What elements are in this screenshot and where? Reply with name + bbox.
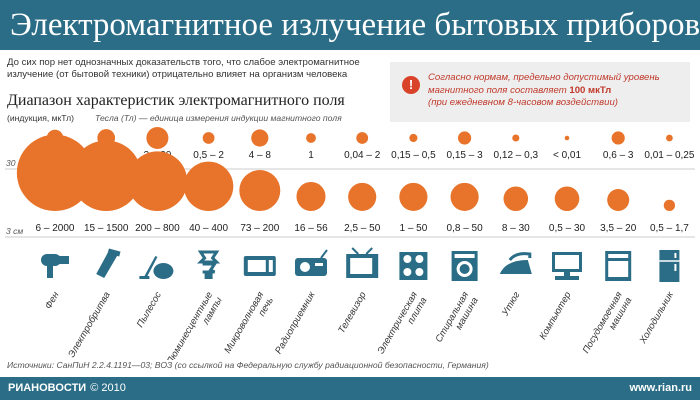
dot-3cm [16, 134, 94, 211]
chart-heading: Диапазон характеристик электромагнитного… [7, 92, 345, 109]
brand-logo: РИАНОВОСТИ © 2010 [8, 377, 126, 400]
computer-icon [552, 252, 582, 280]
dot-3cm [607, 188, 630, 211]
value-label-30cm: < 0,01 [553, 150, 582, 161]
dot-30cm [146, 126, 169, 150]
appliance-label: Телевизор [336, 290, 369, 336]
value-label-30cm: 0,15 – 0,5 [391, 150, 436, 161]
dot-30cm [409, 133, 418, 143]
dishwasher-icon [605, 251, 632, 281]
dot-30cm [564, 135, 570, 141]
value-label-30cm: 0,6 – 3 [603, 150, 634, 161]
notice-limit: 100 мкТл [569, 84, 612, 96]
value-label-30cm: 0,5 – 2 [193, 150, 224, 161]
dot-3cm [348, 182, 377, 211]
dot-3cm [663, 199, 676, 211]
intro-text: До сих пор нет однозначных доказательств… [7, 57, 360, 80]
fridge-icon [659, 250, 680, 282]
value-label-3cm: 1 – 50 [399, 223, 427, 234]
page-title: Электромагнитное излучение бытовых прибо… [10, 7, 700, 43]
dot-3cm [554, 186, 580, 211]
dot-3cm [127, 151, 188, 211]
notice-line-3: (при ежедневном 8-часовом воздействии) [428, 97, 619, 108]
footer-bar: РИАНОВОСТИ © 2010 www.rian.ru [0, 377, 700, 400]
tv-icon [346, 247, 379, 278]
appliance-label: Микроволноваяпечь [222, 290, 276, 360]
dot-30cm [458, 131, 472, 145]
notice-line-1: Согласно нормам, предельно допустимый ур… [428, 72, 660, 83]
dot-3cm [399, 182, 428, 211]
distance-label: 3 см [6, 226, 23, 236]
microwave-icon [243, 256, 276, 276]
dot-30cm [611, 131, 625, 145]
electric-stove-icon [399, 252, 428, 280]
value-label-30cm: 0,01 – 0,25 [644, 150, 694, 161]
dot-30cm [512, 134, 520, 142]
notice-line-2: магнитного поля составляет [428, 84, 570, 96]
appliance-label: Компьютер [537, 290, 573, 342]
site-link[interactable]: www.rian.ru [629, 382, 692, 394]
distance-label: 30 см [6, 158, 28, 168]
hairdryer-icon [41, 254, 69, 278]
iron-icon [499, 252, 532, 274]
value-label-3cm: 0,5 – 1,7 [650, 223, 689, 234]
appliance-label: Посудомоечнаямашина [581, 290, 635, 360]
appliance-label: Холодильник [637, 290, 676, 347]
value-label-3cm: 6 – 2000 [36, 223, 75, 234]
value-label-3cm: 2,5 – 50 [344, 223, 381, 234]
value-label-3cm: 0,5 – 30 [549, 223, 586, 234]
appliance-label: Электрическаяплита [376, 290, 430, 360]
appliance-label: Радиоприемник [273, 290, 318, 356]
value-label-30cm: 0,12 – 0,3 [494, 150, 539, 161]
dot-30cm [356, 132, 369, 144]
appliance-label: Стиральнаямашина [433, 290, 480, 350]
dot-3cm [296, 181, 326, 211]
shaver-icon [96, 248, 121, 278]
copyright: © 2010 [90, 382, 126, 394]
value-label-3cm: 15 – 1500 [84, 223, 129, 234]
value-label-3cm: 3,5 – 20 [600, 223, 637, 234]
appliance-label: Фен [43, 289, 62, 311]
unit-legend: Тесла (Тл) — единица измерения индукции … [95, 113, 342, 123]
dot-30cm [251, 129, 269, 147]
title-bar: Электромагнитное излучение бытовых прибо… [0, 0, 700, 50]
value-label-3cm: 0,8 – 50 [447, 223, 484, 234]
value-label-30cm: 0,15 – 3 [447, 150, 484, 161]
dot-3cm [183, 161, 234, 211]
value-label-30cm: 4 – 8 [249, 150, 272, 161]
fluorescent-lamp-icon [196, 250, 221, 279]
value-label-3cm: 200 – 800 [135, 223, 180, 234]
notice-text: Согласно нормам, предельно допустимый ур… [428, 72, 686, 110]
dot-3cm [450, 182, 479, 211]
emf-chart: 30 см3 см0,01 – 76 – 20000,08 – 915 – 15… [5, 126, 695, 360]
dot-3cm [503, 186, 529, 211]
value-label-3cm: 73 – 200 [240, 223, 279, 234]
appliance-label: Люминесцентныелампы [164, 290, 225, 360]
appliance-label: Утюг [499, 290, 522, 319]
radio-icon [295, 249, 328, 276]
value-label-3cm: 16 – 56 [294, 223, 328, 234]
dot-30cm [202, 132, 215, 144]
dot-30cm [306, 133, 316, 143]
dot-30cm [666, 134, 673, 142]
source-note: Источники: СанПиН 2.2.4.1191—03; ВОЗ (со… [7, 360, 489, 370]
washing-machine-icon [451, 251, 478, 281]
value-label-3cm: 8 – 30 [502, 223, 530, 234]
appliance-label: Пылесос [135, 290, 164, 330]
vacuum-cleaner-icon [139, 256, 174, 279]
appliance-label: Электробритва [66, 290, 113, 360]
dot-3cm [239, 170, 281, 211]
value-label-3cm: 40 – 400 [189, 223, 228, 234]
unit-note: (индукция, мкТл) [7, 113, 75, 123]
value-label-30cm: 1 [308, 150, 314, 161]
brand-name: РИАНОВОСТИ [8, 382, 87, 394]
value-label-30cm: 0,04 – 2 [344, 150, 381, 161]
dot-3cm [70, 140, 142, 211]
exclamation-icon: ! [402, 76, 420, 94]
notice-box: ! Согласно нормам, предельно допустимый … [390, 62, 690, 122]
